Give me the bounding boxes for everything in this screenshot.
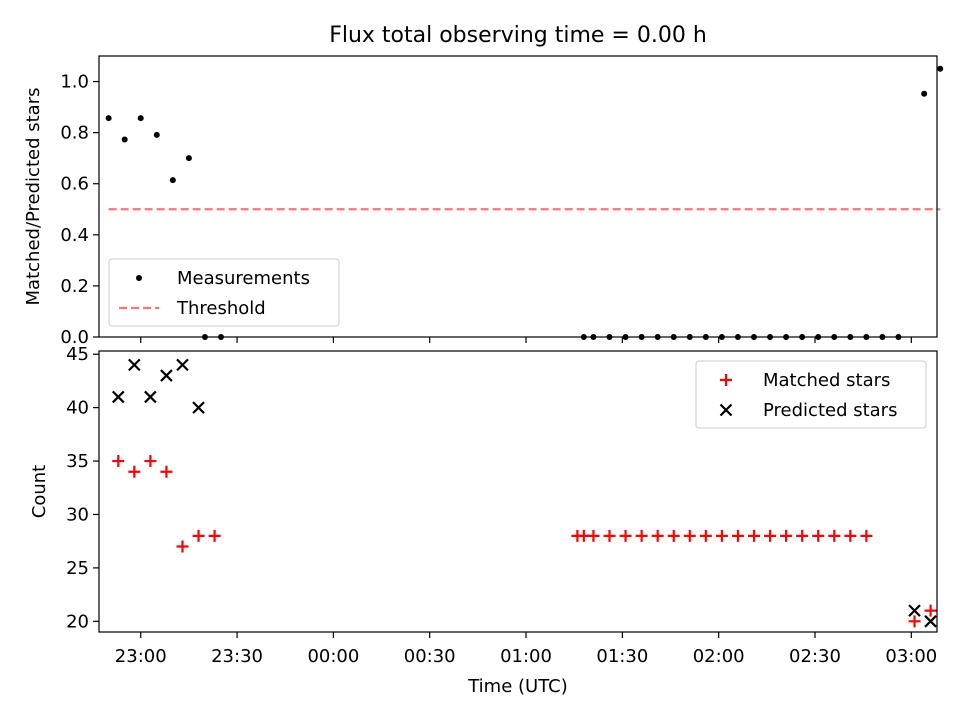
matched-star-point — [780, 529, 793, 542]
y-tick-label: 30 — [66, 504, 89, 525]
matched-star-point — [587, 529, 600, 542]
measurement-point — [153, 131, 160, 138]
matched-star-point — [651, 529, 664, 542]
legend-label: Predicted stars — [763, 400, 897, 421]
y-axis-label: Matched/Predicted stars — [23, 88, 44, 306]
legend-label: Measurements — [177, 268, 310, 289]
legend-marker-matched — [720, 374, 732, 386]
matched-star-point — [192, 529, 205, 542]
y-tick-label: 0.6 — [60, 174, 89, 195]
y-tick-label: 40 — [66, 398, 89, 419]
matched-star-point — [128, 465, 141, 478]
matched-star-point — [828, 529, 841, 542]
legend-marker-measurements — [136, 275, 142, 281]
x-tick-label: 01:30 — [596, 646, 648, 667]
predicted-star-point — [908, 604, 921, 617]
predicted-star-point — [160, 369, 173, 382]
legend: Measurements Threshold — [108, 258, 340, 327]
y-tick-label: 20 — [66, 611, 89, 632]
x-axis-label: Time (UTC) — [467, 676, 568, 697]
matched-star-point — [144, 455, 157, 468]
matched-star-point — [112, 455, 125, 468]
y-tick-label: 35 — [66, 451, 89, 472]
top-plot-frame — [98, 55, 938, 338]
y-tick-label: 25 — [66, 558, 89, 579]
matched-star-point — [667, 529, 680, 542]
y-axis-label: Count — [29, 465, 50, 518]
legend-box — [108, 258, 340, 327]
matched-star-point — [160, 465, 173, 478]
top-panel: 0.0 0.2 0.4 0.6 0.8 1.0 Matched/Predicted star… — [23, 55, 944, 348]
x-tick-label: 01:00 — [500, 646, 552, 667]
matched-star-point — [603, 529, 616, 542]
measurement-point — [185, 155, 192, 162]
matched-star-point — [635, 529, 648, 542]
matched-star-point — [731, 529, 744, 542]
bottom-plot-frame — [98, 350, 938, 633]
x-tick-label: 23:00 — [115, 646, 167, 667]
y-tick-label: 0.0 — [60, 327, 89, 348]
y-tick-label: 45 — [66, 344, 89, 365]
matched-star-point — [796, 529, 809, 542]
y-tick-label: 0.8 — [60, 123, 89, 144]
y-tick-label: 0.2 — [60, 276, 89, 297]
predicted-star-point — [128, 358, 141, 372]
matched-star-point — [844, 529, 857, 542]
matched-star-point — [924, 604, 937, 617]
predicted-star-point — [924, 615, 937, 628]
bottom-panel: 20 25 30 35 40 45 23:00 23:30 00:00 00:30 01:00 01:… — [29, 344, 938, 697]
matched-star-point — [208, 529, 221, 542]
measurement-point — [921, 90, 928, 97]
x-tick-label: 03:00 — [885, 646, 937, 667]
matched-star-point — [860, 529, 873, 542]
x-tick-label: 00:00 — [307, 646, 359, 667]
matched-star-point — [683, 529, 696, 542]
predicted-star-point — [144, 390, 157, 404]
chart-title: Flux total observing time = 0.00 h — [329, 23, 707, 48]
x-tick-label: 00:30 — [404, 646, 456, 667]
measurement-point — [937, 65, 944, 72]
predicted-star-point — [192, 401, 205, 414]
y-tick-label: 1.0 — [60, 72, 89, 93]
matched-star-point — [619, 529, 632, 542]
measurement-point — [137, 115, 144, 122]
measurement-point — [169, 177, 176, 184]
matched-star-point — [747, 529, 760, 542]
x-tick-label: 23:30 — [211, 646, 263, 667]
matched-star-point — [699, 529, 712, 542]
predicted-star-point — [176, 358, 189, 372]
matched-star-point — [812, 529, 825, 542]
x-tick-label: 02:00 — [693, 646, 745, 667]
matched-star-point — [764, 529, 777, 542]
predicted-star-point — [111, 390, 125, 404]
matched-star-point — [176, 540, 189, 553]
measurement-point — [121, 136, 128, 143]
y-tick-label: 0.4 — [60, 225, 89, 246]
legend-box — [695, 360, 927, 429]
legend-marker-predicted — [719, 403, 733, 417]
legend: Matched stars Predicted stars — [695, 360, 927, 429]
legend-label: Matched stars — [763, 370, 890, 391]
legend-label: Threshold — [176, 298, 266, 319]
measurement-point — [105, 115, 112, 122]
matched-star-point — [715, 529, 728, 542]
matched-star-point — [908, 615, 921, 628]
x-tick-label: 02:30 — [789, 646, 841, 667]
